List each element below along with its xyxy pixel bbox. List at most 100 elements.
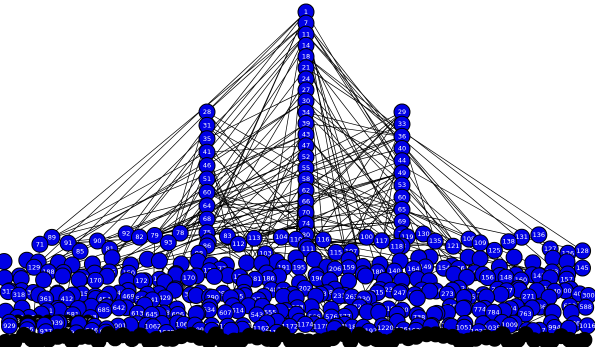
graph-edge — [125, 125, 208, 234]
graph-node: 68 — [198, 210, 216, 228]
node-circle — [164, 330, 181, 347]
node-label: 142 — [533, 272, 545, 280]
node-label: 719 — [382, 305, 394, 313]
graph-edge — [154, 111, 403, 236]
node-label: 157 — [560, 275, 572, 283]
graph-node: 115 — [327, 243, 345, 261]
graph-node — [526, 332, 543, 347]
node-label: 1051 — [456, 323, 473, 331]
graph-edge — [305, 178, 403, 210]
graph-edge — [206, 138, 285, 268]
node-label: 41 — [203, 148, 211, 156]
node-label: 400 — [559, 287, 571, 295]
graph-edge — [305, 67, 583, 252]
node-label: 263 — [345, 293, 357, 301]
graph-node: 145 — [574, 259, 591, 277]
graph-node: 121 — [444, 237, 462, 255]
node-label: 11 — [302, 30, 310, 38]
node-circle — [71, 242, 89, 260]
graph-edge — [305, 56, 475, 274]
node-label: 31 — [203, 121, 211, 129]
node-label: 588 — [579, 303, 591, 311]
node-label: 164 — [407, 265, 419, 273]
node-label: 1162 — [253, 324, 270, 332]
node-label: 55 — [302, 164, 310, 172]
node-label: 86 — [203, 242, 211, 250]
graph-edge — [208, 145, 307, 243]
node-circle — [245, 229, 263, 247]
graph-node — [215, 333, 232, 347]
node-label: 69 — [398, 218, 406, 226]
graph-node: 135 — [426, 232, 444, 250]
node-label: 29 — [398, 108, 406, 116]
graph-edge — [159, 138, 208, 280]
node-label: 401 — [573, 290, 585, 298]
node-label: 52 — [302, 153, 310, 161]
node-circle — [54, 267, 72, 285]
node-label: 170 — [183, 274, 195, 282]
graph-edge — [305, 123, 403, 137]
node-circle — [95, 301, 113, 319]
node-label: 117 — [375, 237, 387, 245]
node-label: 140 — [388, 267, 400, 275]
graph-edge — [206, 22, 307, 113]
node-label: 118 — [391, 242, 403, 250]
graph-edge — [305, 134, 403, 247]
node-label: 929 — [3, 322, 15, 330]
graph-edge — [206, 134, 307, 180]
graph-edge — [33, 11, 307, 268]
graph-node — [201, 333, 217, 347]
node-label: 202 — [299, 284, 311, 292]
node-label: 109 — [474, 239, 486, 247]
graph-edge — [51, 151, 208, 238]
node-circle — [180, 269, 198, 287]
graph-edge — [39, 22, 307, 245]
graph-edge — [206, 89, 307, 140]
node-circle — [444, 237, 462, 255]
node-label: 1 — [304, 8, 308, 16]
node-label: 361 — [39, 295, 51, 303]
node-label: 1220 — [377, 324, 394, 332]
graph-node: 1016 — [578, 317, 595, 335]
graph-node: 82 — [131, 228, 148, 246]
graph-edge — [305, 111, 403, 213]
node-circle — [454, 299, 472, 317]
node-circle — [452, 333, 469, 347]
node-circle — [375, 333, 392, 347]
node-label: 65 — [398, 206, 406, 214]
graph-node — [500, 333, 517, 347]
node-circle — [30, 333, 47, 347]
node-label: 317 — [2, 288, 14, 296]
node-circle — [373, 232, 391, 250]
node-label: 113 — [248, 234, 260, 242]
node-label: 112 — [232, 240, 244, 248]
node-label: 136 — [533, 231, 545, 239]
node-label: 66 — [302, 197, 310, 205]
graph-node — [90, 333, 107, 347]
node-label: 79 — [151, 232, 159, 240]
graph-edge — [206, 111, 488, 278]
node-circle — [327, 243, 345, 261]
node-label: 7 — [304, 19, 308, 27]
node-label: 27 — [302, 86, 310, 94]
graph-edge — [307, 111, 403, 250]
node-label: 1001 — [110, 322, 127, 330]
graph-node: 40 — [393, 140, 411, 157]
node-label: 607 — [219, 309, 231, 317]
node-label: 125 — [488, 246, 500, 254]
node-label: 70 — [302, 209, 310, 217]
node-circle — [1, 317, 18, 335]
graph-node — [107, 330, 123, 347]
graph-node: 28 — [198, 103, 216, 121]
node-label: 188 — [42, 268, 54, 276]
node-circle — [500, 333, 517, 347]
graph-node — [54, 267, 72, 285]
graph-edge — [48, 11, 307, 273]
graph-node: 93 — [159, 234, 177, 252]
graph-node: 109 — [471, 234, 489, 252]
graph-edge — [401, 148, 495, 251]
node-label: 186 — [262, 275, 274, 283]
node-label: 1016 — [579, 322, 595, 330]
